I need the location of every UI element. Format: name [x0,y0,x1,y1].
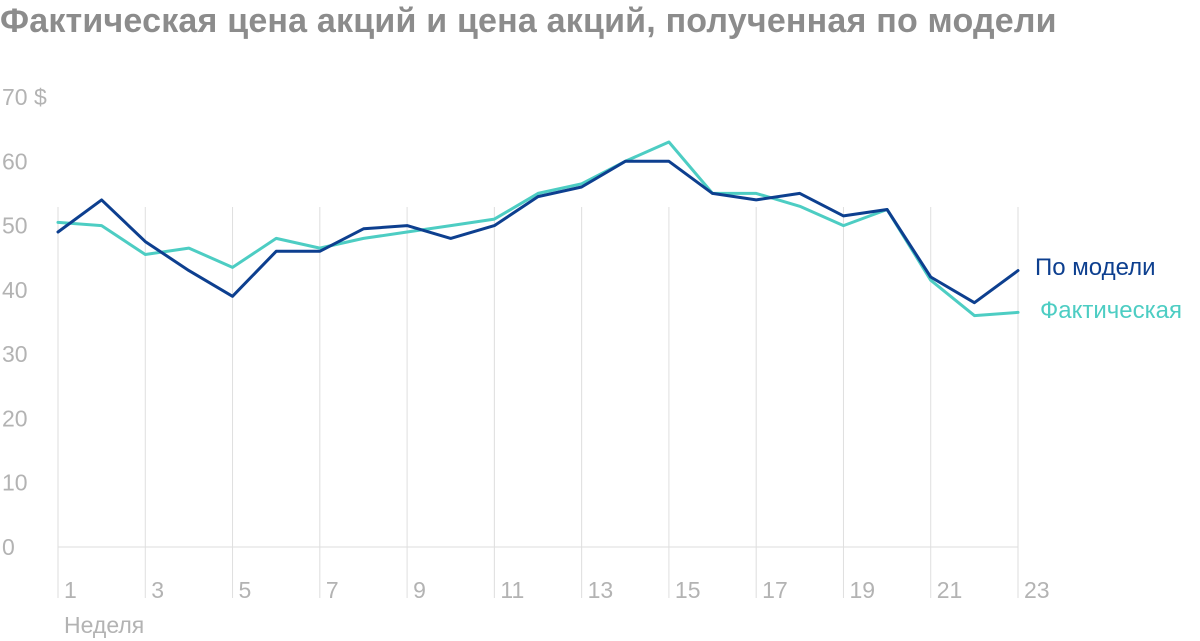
series-label-2: Фактическая [1040,297,1182,324]
x-tick-label-23: 23 [1024,577,1050,603]
y-tick-label-70: 70 $ [2,84,47,110]
x-tick-label-15: 15 [675,577,701,603]
x-tick-label-17: 17 [762,577,788,603]
series-line-1 [56,159,1020,305]
y-tick-label-0: 0 [2,534,15,560]
y-tick-label-40: 40 [2,277,28,303]
series-label-1: По модели [1035,254,1156,281]
chart-title: Фактическая цена акций и цена акций, пол… [0,2,1057,40]
x-tick-label-9: 9 [413,577,426,603]
y-axis: 0 10 20 30 40 50 60 70 $ [2,84,47,560]
series-labels: По модели Фактическая [1035,254,1182,324]
x-tick-label-5: 5 [239,577,252,603]
x-tick-label-11: 11 [500,577,524,603]
x-tick-label-19: 19 [849,577,875,603]
y-tick-label-30: 30 [2,341,28,367]
x-tick-label-3: 3 [151,577,164,603]
x-tick-label-7: 7 [326,577,339,603]
x-tick-label-13: 13 [588,577,614,603]
y-tick-label-60: 60 [2,148,28,174]
y-tick-label-50: 50 [2,213,28,239]
x-tick-label-21: 21 [937,577,963,603]
x-axis: 1 3 5 7 9 11 13 15 17 19 21 23 [64,577,1050,603]
y-tick-label-20: 20 [2,405,28,431]
x-axis-title: Неделя [64,612,144,638]
grid-layer [57,207,1019,598]
x-tick-label-1: 1 [64,577,77,603]
series-layer [56,140,1020,318]
y-tick-label-10: 10 [2,470,28,496]
series-line-2 [56,140,1020,318]
